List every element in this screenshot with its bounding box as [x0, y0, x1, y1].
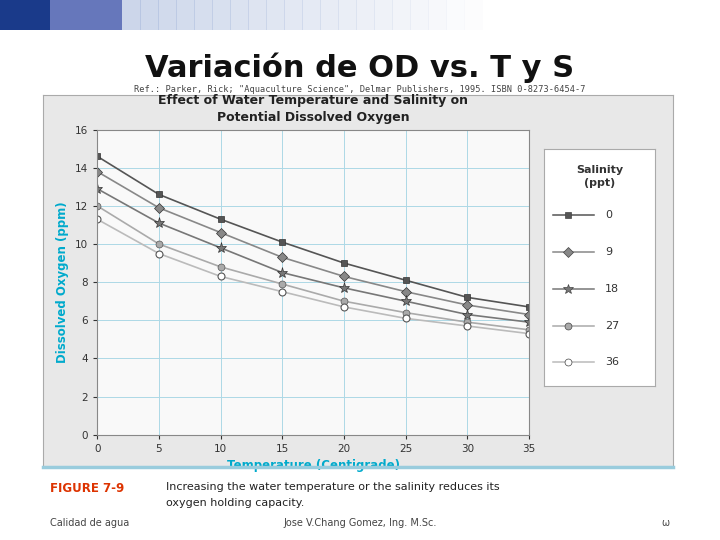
Text: oxygen holding capacity.: oxygen holding capacity. [166, 498, 304, 508]
Text: 18: 18 [605, 284, 619, 294]
Bar [122, 0, 141, 30]
Text: Variación de OD vs. T y S: Variación de OD vs. T y S [145, 52, 575, 83]
Bar [0, 14, 25, 30]
Bar [302, 0, 321, 30]
Text: Jose V.Chang Gomez, Ing. M.Sc.: Jose V.Chang Gomez, Ing. M.Sc. [283, 518, 437, 528]
Title: Effect of Water Temperature and Salinity on
Potential Dissolved Oxygen: Effect of Water Temperature and Salinity… [158, 94, 468, 124]
Text: 9: 9 [605, 247, 612, 257]
Bar [176, 0, 195, 30]
Bar [446, 0, 465, 30]
Bar [464, 0, 483, 30]
Text: ω: ω [662, 518, 670, 528]
Bar [212, 0, 231, 30]
Bar [158, 0, 177, 30]
Bar [248, 0, 267, 30]
Bar [320, 0, 339, 30]
Bar [0, 0, 50, 30]
Text: Calidad de agua: Calidad de agua [50, 518, 130, 528]
Bar [140, 0, 159, 30]
Bar [392, 0, 411, 30]
Y-axis label: Dissolved Oxygen (ppm): Dissolved Oxygen (ppm) [56, 201, 69, 363]
Bar [284, 0, 303, 30]
X-axis label: Temperature (Centigrade): Temperature (Centigrade) [227, 460, 400, 472]
Bar [374, 0, 393, 30]
Bar [230, 0, 249, 30]
Bar [428, 0, 447, 30]
Bar [50, 0, 122, 30]
Bar [410, 0, 429, 30]
Bar [356, 0, 375, 30]
Text: Ref.: Parker, Rick; "Aquaculture Science", Delmar Publishers, 1995. ISBN 0-8273-: Ref.: Parker, Rick; "Aquaculture Science… [134, 85, 586, 93]
Text: Salinity
(ppt): Salinity (ppt) [576, 165, 623, 187]
Text: 0: 0 [605, 210, 612, 220]
Bar [266, 0, 285, 30]
Bar [338, 0, 357, 30]
Text: FIGURE 7-9: FIGURE 7-9 [50, 482, 125, 495]
Text: 27: 27 [605, 321, 619, 330]
Bar [194, 0, 213, 30]
Text: 36: 36 [605, 357, 619, 367]
Text: Increasing the water temperature or the salinity reduces its: Increasing the water temperature or the … [166, 482, 499, 492]
